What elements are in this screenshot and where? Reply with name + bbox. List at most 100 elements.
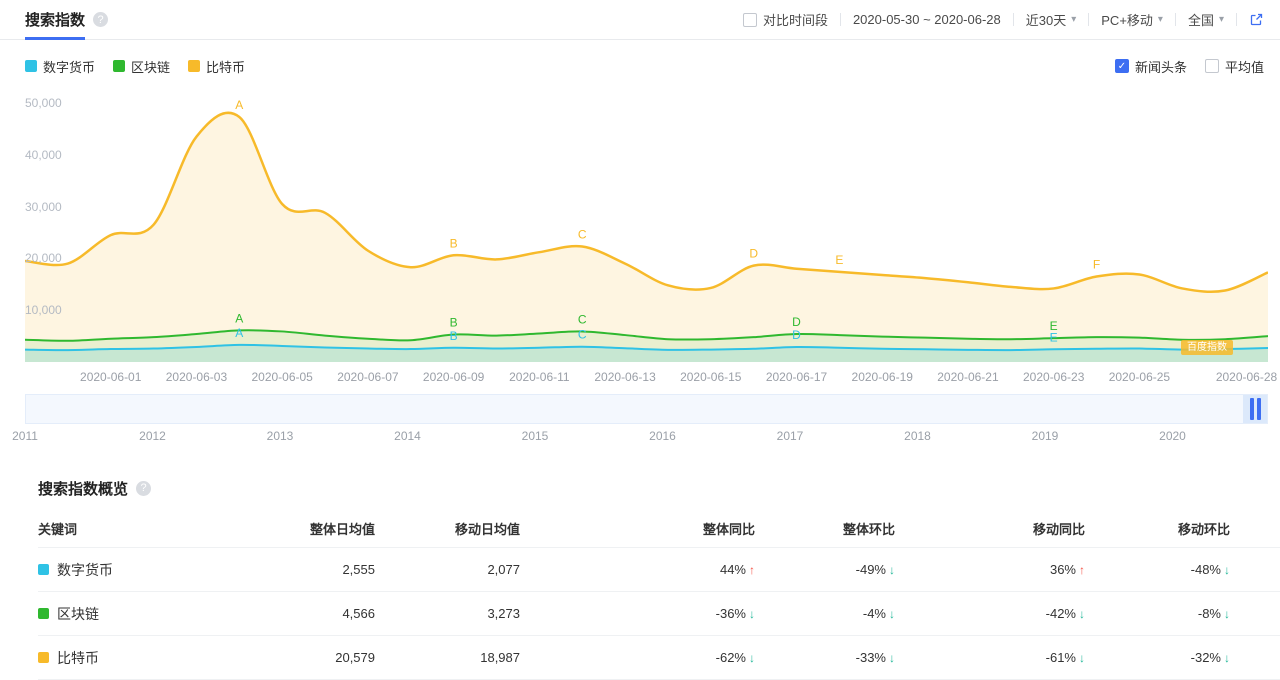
mobile-avg-value: 18,987: [480, 650, 520, 665]
news-marker-digital-currency-C[interactable]: C: [578, 328, 587, 342]
news-marker-blockchain-A[interactable]: A: [235, 311, 243, 325]
percent-value: -33%: [855, 650, 886, 665]
y-axis-label: 40,000: [25, 147, 62, 162]
table-row: 数字货币 2,555 2,077 44% ↑ -49% ↓ 36% ↑ -48% ↓: [38, 548, 1280, 592]
timeline-years: 2011 2012 2013 2014 2015 2016 2017 2018 2019 2020: [12, 424, 1268, 444]
help-icon[interactable]: ?: [136, 480, 152, 496]
keyword-label: 数字货币: [57, 561, 113, 578]
year-label: 2014: [394, 429, 421, 443]
down-arrow-icon: ↓: [749, 651, 755, 665]
news-marker-digital-currency-E[interactable]: E: [1050, 330, 1058, 344]
x-axis-label: 2020-06-17: [765, 370, 828, 384]
divider: [1236, 13, 1237, 26]
news-marker-digital-currency-A[interactable]: A: [235, 326, 243, 340]
chevron-down-icon: ▾: [1071, 14, 1077, 25]
average-label: 平均值: [1224, 59, 1264, 75]
line-blockchain: [25, 329, 1268, 342]
chart-legend: 数字货币 区块链 比特币: [25, 57, 263, 76]
year-label: 2012: [139, 429, 166, 443]
timeline-selection[interactable]: [1243, 395, 1267, 423]
overview-table: 关键词 整体日均值 移动日均值 整体同比 整体环比 移动同比 移动环比 数字货币 2,555 2,…: [38, 510, 1280, 680]
divider: [1174, 13, 1176, 26]
news-marker-bitcoin-E[interactable]: E: [835, 253, 843, 267]
date-range[interactable]: 2020-05-30 ~ 2020-06-28: [852, 12, 1001, 27]
compare-period-checkbox[interactable]: 对比时间段: [742, 10, 828, 29]
down-arrow-icon: ↓: [889, 563, 895, 577]
checkbox-icon: [1204, 59, 1219, 73]
time-range-dropdown[interactable]: 近30天 ▾: [1026, 10, 1077, 29]
overview-title-row: 搜索指数概览 ?: [38, 478, 1280, 498]
news-marker-blockchain-C[interactable]: C: [578, 312, 587, 326]
external-link-icon[interactable]: [1249, 12, 1264, 27]
news-marker-bitcoin-A[interactable]: A: [235, 98, 243, 112]
news-headlines-toggle[interactable]: ✓ 新闻头条: [1114, 57, 1187, 76]
metric-value: -4% ↓: [755, 606, 895, 621]
news-marker-bitcoin-C[interactable]: C: [578, 227, 587, 241]
average-toggle[interactable]: 平均值: [1204, 57, 1264, 76]
x-axis-label: 2020-06-09: [422, 370, 485, 384]
tab-search-index[interactable]: 搜索指数: [25, 0, 86, 40]
chevron-down-icon: ▾: [1218, 14, 1224, 25]
percent-value: -62%: [715, 650, 746, 665]
y-axis-label: 30,000: [25, 199, 62, 214]
keyword-swatch: [38, 652, 49, 663]
mobile-avg-value: 2,077: [487, 562, 520, 577]
line-digital-currency: [25, 343, 1268, 352]
timeline-slider[interactable]: [25, 394, 1268, 424]
time-range-value: 近30天: [1025, 13, 1067, 28]
divider: [1088, 13, 1090, 26]
keyword-cell[interactable]: 区块链: [38, 604, 278, 624]
mobile-avg-value: 3,273: [487, 606, 520, 621]
percent-value: -49%: [855, 562, 886, 577]
keyword-cell[interactable]: 数字货币: [38, 560, 278, 580]
toolbar: 对比时间段 2020-05-30 ~ 2020-06-28 近30天 ▾ PC+…: [742, 10, 1264, 29]
region-value: 全国: [1187, 13, 1214, 28]
down-arrow-icon: ↓: [1224, 563, 1230, 577]
keyword-cell[interactable]: 比特币: [38, 648, 278, 668]
chart-toggles: ✓ 新闻头条 平均值: [1114, 57, 1268, 76]
news-marker-blockchain-D[interactable]: D: [792, 315, 801, 329]
legend-label: 区块链: [131, 59, 171, 75]
keyword-label: 区块链: [57, 605, 99, 622]
x-axis-label: 2020-06-01: [80, 370, 142, 384]
legend-item-bitcoin[interactable]: 比特币: [188, 57, 245, 76]
chevron-down-icon: ▾: [1157, 14, 1163, 25]
y-axis-label: 20,000: [25, 251, 62, 266]
news-marker-digital-currency-D[interactable]: D: [792, 328, 801, 342]
region-dropdown[interactable]: 全国 ▾: [1188, 10, 1224, 29]
overall-avg-value: 4,566: [342, 606, 375, 621]
up-arrow-icon: ↑: [749, 563, 755, 577]
slider-handle-right[interactable]: [1257, 398, 1261, 420]
news-marker-blockchain-E[interactable]: E: [1050, 319, 1058, 333]
metric-value: -8% ↓: [1085, 606, 1230, 621]
legend-label: 比特币: [206, 59, 246, 75]
news-marker-bitcoin-D[interactable]: D: [749, 247, 758, 261]
metric-value: -61% ↓: [895, 650, 1085, 665]
slider-handle-left[interactable]: [1250, 398, 1254, 420]
chart-area[interactable]: 50,000 40,000 30,000 20,000 10,000 A B C D E F A B C…: [25, 96, 1268, 362]
year-label: 2019: [1031, 429, 1059, 443]
help-icon[interactable]: ?: [93, 12, 109, 27]
column-header: 整体同比: [702, 522, 755, 537]
percent-value: -61%: [1045, 650, 1076, 665]
checkbox-icon: [742, 12, 757, 27]
news-headlines-label: 新闻头条: [1134, 59, 1187, 75]
trend-chart[interactable]: A B C D E F A B C D E A B C D E: [25, 96, 1268, 362]
area-blockchain: [25, 330, 1268, 362]
baidu-index-watermark: 百度指数: [1181, 340, 1233, 355]
metric-value: 44% ↑: [520, 562, 755, 577]
metric-value: -32% ↓: [1085, 650, 1230, 665]
device-dropdown[interactable]: PC+移动 ▾: [1101, 10, 1163, 29]
legend-item-digital-currency[interactable]: 数字货币: [25, 57, 95, 76]
news-marker-digital-currency-B[interactable]: B: [450, 329, 458, 343]
metric-value: -33% ↓: [755, 650, 895, 665]
news-marker-bitcoin-F[interactable]: F: [1093, 258, 1100, 272]
down-arrow-icon: ↓: [1224, 607, 1230, 621]
up-arrow-icon: ↑: [1079, 563, 1085, 577]
x-axis-label: 2020-06-07: [337, 370, 399, 384]
news-marker-blockchain-B[interactable]: B: [450, 316, 458, 330]
year-label: 2011: [12, 429, 38, 443]
table-row: 比特币 20,579 18,987 -62% ↓ -33% ↓ -61% ↓ -32% ↓: [38, 636, 1280, 680]
legend-item-blockchain[interactable]: 区块链: [113, 57, 170, 76]
news-marker-bitcoin-B[interactable]: B: [450, 236, 458, 250]
